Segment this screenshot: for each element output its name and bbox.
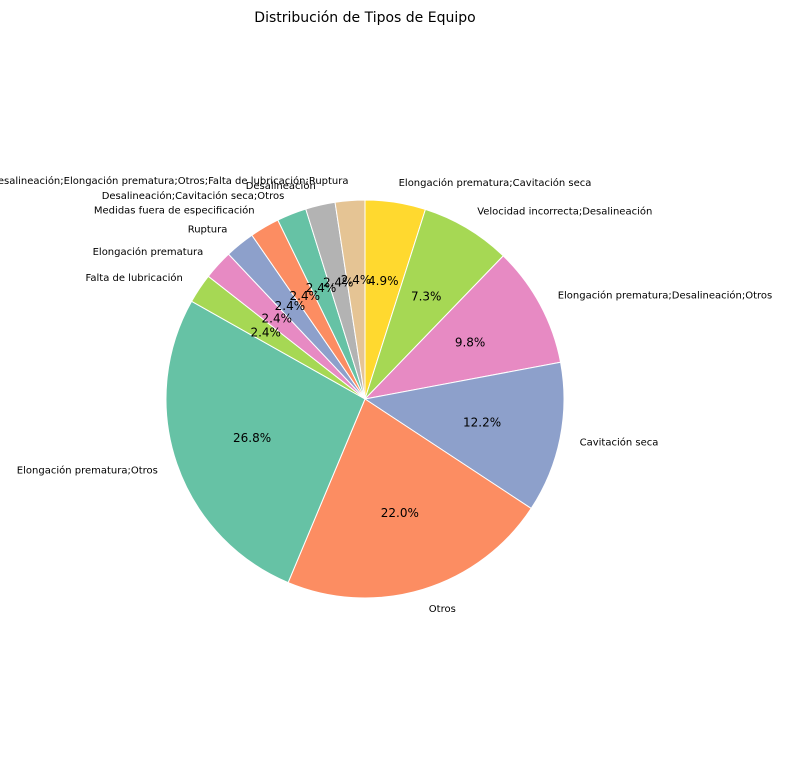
category-label: Falta de lubricación: [86, 272, 183, 284]
category-label: Medidas fuera de especificación: [94, 205, 255, 217]
percentage-label: 7.3%: [411, 290, 442, 304]
category-label: Velocidad incorrecta;Desalineación: [477, 206, 652, 218]
category-label: Elongación prematura;Cavitación seca: [399, 177, 592, 189]
percentage-label: 2.4%: [306, 281, 337, 295]
category-label: Elongación prematura;Otros: [17, 465, 158, 477]
category-labels: Elongación prematura;Cavitación seca Velo…: [0, 175, 772, 615]
percentage-label: 2.4%: [275, 299, 306, 313]
percentage-labels: 4.9%7.3%9.8%12.2%22.0%26.8%2.4%2.4%2.4%2…: [233, 273, 501, 520]
percentage-label: 2.4%: [250, 326, 281, 340]
pie-slice: [334, 199, 366, 400]
category-label: Elongación prematura: [93, 246, 204, 258]
category-label: Elongación prematura;Desalineación;Otros: [558, 290, 773, 302]
percentage-label: 2.4%: [323, 276, 354, 290]
pie-slices: [165, 199, 565, 599]
category-label: Ruptura: [188, 224, 228, 235]
pie-slice: [287, 398, 532, 599]
category-label: Cavitación seca: [580, 437, 659, 449]
pie-slice: [363, 255, 562, 400]
pie-slice: [165, 300, 366, 584]
percentage-label: 22.0%: [381, 506, 419, 520]
category-label: Desalineación: [246, 180, 316, 192]
percentage-label: 26.8%: [233, 431, 271, 445]
percentage-label: 2.4%: [341, 273, 372, 287]
percentage-label: 2.4%: [262, 312, 293, 326]
chart-title: Distribución de Tipos de Equipo: [254, 10, 475, 26]
pie-slice: [363, 361, 565, 510]
percentage-label: 9.8%: [455, 335, 486, 349]
percentage-label: 12.2%: [463, 416, 501, 430]
percentage-label: 4.9%: [368, 274, 399, 288]
category-label: Desalineación;Cavitación seca;Otros: [102, 190, 285, 202]
category-label: Desalineación;Elongación prematura;Otros…: [0, 175, 349, 187]
percentage-label: 2.4%: [290, 289, 321, 303]
category-label: Otros: [429, 604, 456, 615]
